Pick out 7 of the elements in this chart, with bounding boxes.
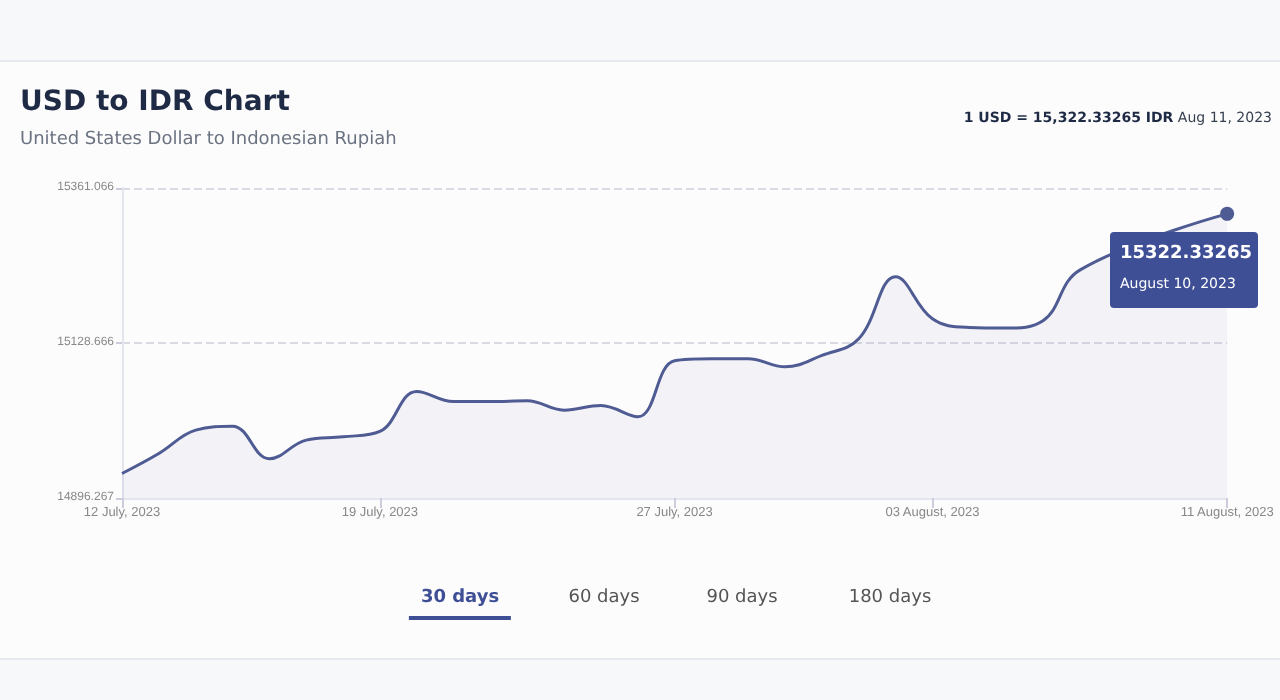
text: 90 days [706, 588, 778, 608]
annotation: 15322.33265 [1120, 244, 1253, 264]
chart-subtitle: United States Dollar to Indonesian Rupiah [20, 130, 397, 150]
chart-title: USD to IDR Chart [20, 86, 290, 118]
text: 180 days [848, 588, 932, 608]
text: 60 days [568, 588, 640, 608]
text: 30 days [420, 588, 500, 608]
